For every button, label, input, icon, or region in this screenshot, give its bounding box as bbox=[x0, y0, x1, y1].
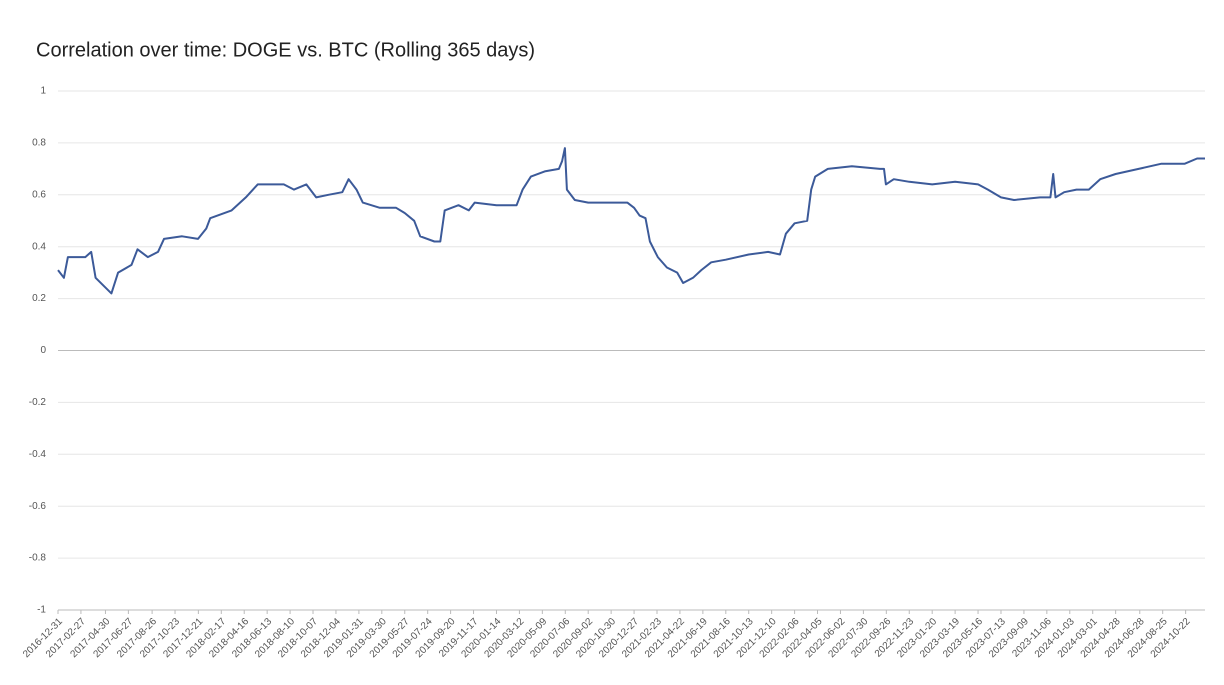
y-tick-label: 0.8 bbox=[32, 138, 46, 149]
y-tick-label: -0.6 bbox=[29, 501, 47, 512]
line-series bbox=[57, 147, 1205, 295]
y-tick-label: 0.4 bbox=[32, 241, 46, 252]
y-tick-label: 1 bbox=[40, 86, 46, 97]
chart-title: Correlation over time: DOGE vs. BTC (Rol… bbox=[36, 39, 535, 61]
y-tick-label: -0.4 bbox=[29, 449, 47, 460]
y-tick-label: -0.2 bbox=[29, 397, 47, 408]
y-tick-label: 0.6 bbox=[32, 189, 46, 200]
y-tick-label: -1 bbox=[37, 605, 46, 616]
y-tick-label: 0 bbox=[40, 345, 46, 356]
y-tick-label: 0.2 bbox=[32, 293, 46, 304]
y-tick-label: -0.8 bbox=[29, 553, 47, 564]
